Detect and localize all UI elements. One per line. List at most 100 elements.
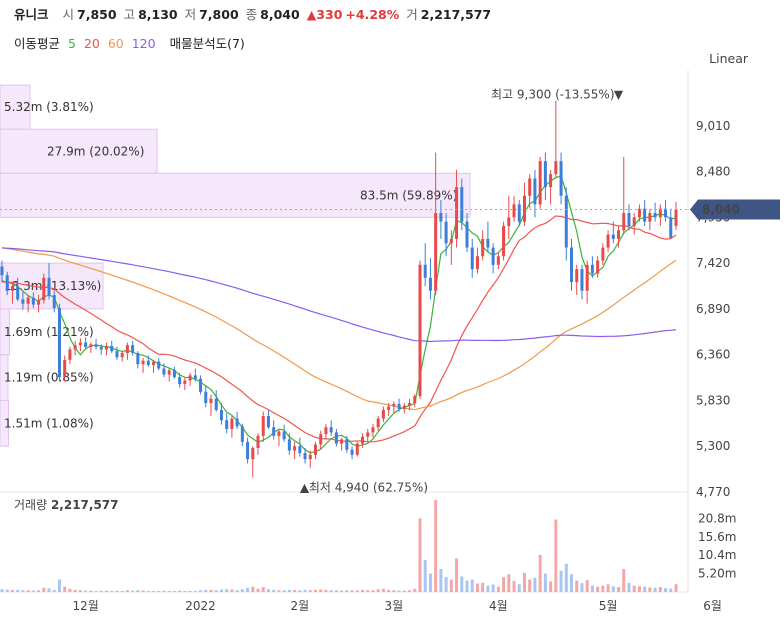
ma-5: 5 — [68, 36, 76, 51]
volume-bar-58 — [303, 589, 307, 592]
volume-bar-24 — [125, 590, 129, 592]
volume-bar-20 — [104, 590, 108, 592]
candle-body-62 — [324, 427, 328, 435]
volume-bar-52 — [272, 589, 276, 592]
candle-body-30 — [157, 361, 161, 369]
candle-body-66 — [345, 439, 349, 450]
volume-profile-label[interactable]: 매물분석도(7) — [169, 36, 245, 51]
candle-body-88 — [460, 187, 464, 222]
volume-bar-92 — [481, 582, 485, 592]
volume-bar-98 — [512, 581, 516, 592]
volume-bar-71 — [371, 590, 375, 592]
y-tick-1: 8,480 — [696, 165, 730, 179]
volume-bar-37 — [193, 590, 197, 592]
candle-body-93 — [486, 238, 490, 248]
volume-bar-95 — [496, 586, 500, 592]
volume-bar-101 — [528, 579, 532, 592]
x-tick-4: 4월 — [489, 599, 508, 613]
candle-body-61 — [319, 434, 323, 445]
volume-bar-89 — [465, 580, 469, 592]
low-label: 저 — [184, 7, 197, 22]
candle-body-69 — [361, 436, 365, 444]
candle-body-12 — [63, 359, 67, 378]
candle-body-103 — [538, 161, 542, 205]
volume-bar-0 — [0, 589, 4, 592]
volume-bar-87 — [455, 558, 459, 592]
volume-tick-3: 5.20m — [698, 567, 736, 581]
volume-bar-21 — [110, 590, 114, 592]
volume-bar-41 — [214, 590, 218, 592]
ma-line-60 — [1, 247, 677, 411]
high-value: 8,130 — [138, 7, 178, 22]
vp-label-1: 27.9m (20.02%) — [47, 144, 144, 158]
candle-body-60 — [313, 444, 317, 455]
scale-mode-button[interactable]: Linear — [709, 51, 748, 66]
volume-bar-54 — [282, 590, 286, 592]
change-value: ▲330 — [306, 7, 343, 22]
volume-bar-106 — [554, 519, 558, 592]
volume-bar-23 — [120, 590, 124, 592]
volume-bar-31 — [162, 590, 166, 592]
candle-body-50 — [261, 415, 265, 436]
moving-averages — [1, 175, 677, 454]
candle-body-68 — [355, 443, 359, 455]
candle-body-64 — [334, 432, 338, 444]
candle-body-29 — [152, 361, 156, 366]
candle-body-117 — [611, 234, 615, 239]
candle-body-122 — [637, 208, 641, 218]
volume-bar-32 — [167, 590, 171, 592]
volume-bar-81 — [423, 560, 427, 592]
vp-label-6: 1.51m (1.08%) — [4, 416, 94, 430]
candle-body-9 — [47, 277, 51, 296]
quote-header: 유니크 시 7,850 고 8,130 저 7,800 종 8,040 ▲330 +4.2… — [14, 4, 494, 22]
candle-body-58 — [303, 453, 307, 460]
volume-bar-1 — [5, 589, 9, 592]
low-marker-icon: ▲ — [300, 480, 310, 494]
y-tick-7: 5,300 — [696, 439, 730, 453]
volume-bar-26 — [136, 590, 140, 592]
candle-body-87 — [455, 187, 459, 239]
volume-bar-57 — [298, 590, 302, 592]
candle-body-16 — [84, 342, 88, 347]
candle-body-120 — [627, 213, 631, 226]
current-price-tag — [690, 199, 780, 220]
high-label: 고 — [123, 7, 136, 22]
candle-body-111 — [580, 269, 584, 291]
candle-body-53 — [277, 431, 281, 436]
volume-bar-123 — [643, 586, 647, 592]
volume-bar-97 — [507, 574, 511, 592]
volume-bar-113 — [590, 585, 594, 592]
candle-body-92 — [481, 238, 485, 257]
volume-bar-59 — [308, 590, 312, 592]
candle-body-48 — [251, 447, 255, 460]
volume-bar-47 — [246, 587, 250, 592]
volume-bar-39 — [204, 589, 208, 592]
volume-bar-88 — [460, 576, 464, 592]
volume-bar-73 — [381, 588, 385, 592]
candle-body-3 — [16, 286, 20, 300]
y-tick-8: 4,770 — [696, 485, 730, 499]
candle-body-37 — [193, 375, 197, 379]
candle-body-17 — [89, 344, 93, 347]
volume-bar-122 — [637, 586, 641, 592]
volume-bar-109 — [570, 574, 574, 592]
candle-body-42 — [219, 409, 223, 421]
volume-bar-45 — [235, 590, 239, 592]
volume-bar-38 — [199, 590, 203, 592]
volume-bar-8 — [42, 587, 46, 592]
candle-body-4 — [21, 299, 25, 304]
volume-bar-94 — [491, 584, 495, 592]
low-value: 7,800 — [199, 7, 239, 22]
vp-bar-0 — [0, 84, 31, 130]
candle-body-70 — [366, 432, 370, 437]
candle-body-52 — [272, 427, 276, 436]
candle-body-65 — [340, 439, 344, 444]
volume-bar-127 — [664, 588, 668, 592]
candle-body-114 — [596, 260, 600, 274]
candle-body-102 — [533, 178, 537, 205]
ma-label[interactable]: 이동평균 — [14, 36, 61, 51]
volume-bar-93 — [486, 585, 490, 592]
volume-bar-105 — [549, 581, 553, 592]
ma-20: 20 — [83, 36, 100, 51]
